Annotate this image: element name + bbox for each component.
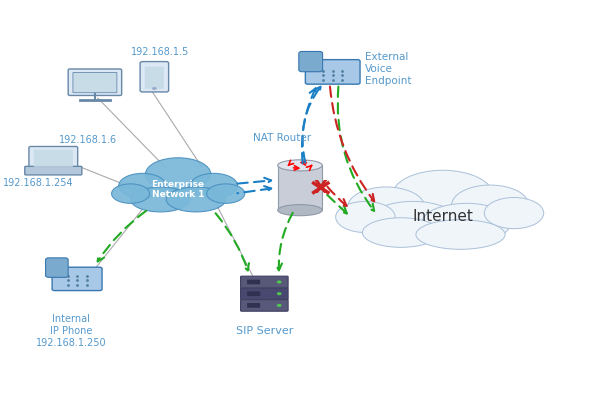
Ellipse shape [368, 201, 458, 240]
FancyBboxPatch shape [241, 276, 288, 288]
FancyBboxPatch shape [140, 62, 169, 92]
FancyBboxPatch shape [68, 69, 122, 96]
FancyBboxPatch shape [241, 288, 288, 299]
FancyBboxPatch shape [299, 51, 323, 72]
FancyBboxPatch shape [241, 299, 288, 311]
Ellipse shape [131, 187, 190, 212]
Ellipse shape [119, 173, 166, 198]
Ellipse shape [166, 187, 226, 212]
Text: Internet: Internet [412, 209, 473, 224]
Ellipse shape [112, 184, 149, 203]
Ellipse shape [362, 218, 440, 247]
Ellipse shape [206, 184, 245, 203]
Circle shape [277, 280, 281, 284]
Ellipse shape [190, 173, 238, 198]
Ellipse shape [392, 170, 493, 221]
Ellipse shape [145, 158, 211, 190]
Text: SIP Server: SIP Server [236, 326, 293, 336]
FancyBboxPatch shape [46, 258, 68, 277]
Ellipse shape [452, 185, 529, 226]
Text: 192.168.1.5: 192.168.1.5 [131, 47, 190, 56]
Text: Enterprise
Network 1: Enterprise Network 1 [152, 180, 205, 199]
Polygon shape [278, 166, 322, 210]
Ellipse shape [484, 198, 544, 229]
Ellipse shape [416, 220, 505, 249]
FancyBboxPatch shape [25, 166, 82, 175]
FancyBboxPatch shape [247, 292, 260, 296]
FancyBboxPatch shape [73, 73, 117, 93]
FancyBboxPatch shape [247, 280, 260, 284]
FancyBboxPatch shape [305, 60, 360, 84]
Text: 192.168.1.6: 192.168.1.6 [59, 135, 118, 145]
Text: External
Voice
Endpoint: External Voice Endpoint [365, 53, 412, 86]
FancyBboxPatch shape [34, 150, 73, 167]
Ellipse shape [278, 205, 322, 216]
Text: X: X [314, 179, 328, 197]
Circle shape [277, 292, 281, 295]
FancyBboxPatch shape [145, 67, 164, 89]
FancyBboxPatch shape [247, 303, 260, 308]
Ellipse shape [422, 203, 511, 242]
FancyBboxPatch shape [29, 147, 77, 169]
Circle shape [277, 304, 281, 307]
Ellipse shape [278, 160, 322, 171]
Circle shape [152, 87, 157, 90]
Text: NAT Router: NAT Router [253, 133, 311, 143]
Ellipse shape [347, 187, 425, 228]
Text: 192.168.1.254: 192.168.1.254 [3, 178, 73, 188]
Ellipse shape [335, 201, 395, 233]
Text: Internal
IP Phone
192.168.1.250: Internal IP Phone 192.168.1.250 [36, 314, 106, 348]
FancyBboxPatch shape [52, 267, 102, 291]
